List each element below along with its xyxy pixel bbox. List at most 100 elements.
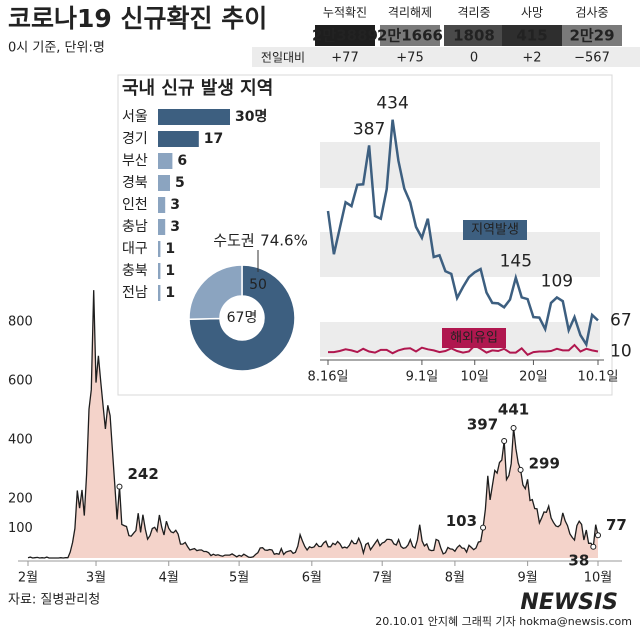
value-label: 17 — [204, 131, 223, 147]
x-tick-label: 8월 — [445, 571, 465, 586]
point-label: 242 — [127, 465, 158, 483]
subtitle: 0시 기준, 단위:명 — [8, 41, 105, 56]
point-label: 38 — [568, 551, 589, 569]
category-label: 인천 — [122, 197, 148, 213]
category-label: 서울 — [122, 109, 148, 125]
source: 자료: 질병관리청 — [8, 593, 100, 608]
stat-box — [502, 25, 562, 46]
inset-title: 국내 신규 발생 지역 — [122, 78, 273, 99]
center-label: 67명 — [227, 310, 258, 326]
category-label: 충남 — [122, 219, 148, 235]
x-tick-label: 4월 — [159, 571, 179, 586]
x-tick-label: 10월 — [584, 571, 613, 586]
line — [27, 290, 599, 559]
header: 코로나19 신규확진 추이 0시 기준, 단위:명 전일대비 누적확진 2만3889… — [8, 4, 640, 67]
legend-box — [463, 220, 527, 240]
point-marker — [480, 524, 487, 531]
stat-change: −567 — [574, 51, 610, 66]
stat-box — [562, 25, 622, 46]
x-tick-label: 20일 — [519, 370, 548, 385]
stat-header: 격리해제 — [388, 6, 432, 20]
stat-change: +75 — [396, 51, 423, 66]
value-label: 1 — [165, 263, 175, 279]
line — [328, 343, 599, 357]
credit: 20.10.01 안지혜 그래픽 기자 hokma@newsis.com — [375, 615, 632, 628]
x-tick-label: 2월 — [18, 571, 38, 586]
point-label: 10 — [610, 342, 632, 362]
x-tick-label: 6월 — [302, 571, 322, 586]
point-label: 109 — [541, 271, 573, 291]
bar — [158, 109, 230, 125]
donut-label: 수도권 — [213, 232, 254, 250]
point-marker — [501, 437, 508, 444]
bar — [158, 197, 166, 213]
bar — [158, 175, 170, 191]
y-tick-label: 600 — [8, 374, 33, 389]
point-marker — [517, 466, 524, 473]
bar — [158, 131, 199, 147]
bar — [158, 219, 166, 235]
category-label: 경기 — [122, 131, 148, 147]
donut-percent: 74.6% — [260, 232, 308, 250]
x-tick-label: 8.16일 — [308, 370, 349, 385]
y-tick-label: 400 — [8, 433, 33, 448]
category-label: 경북 — [122, 175, 148, 191]
y-tick-label: 800 — [8, 315, 33, 330]
watermark: NEWSIS — [520, 590, 618, 615]
point-marker — [116, 483, 123, 490]
x-tick-label: 9월 — [518, 571, 538, 586]
stat-value: 2만29 — [569, 27, 614, 45]
point-label: 103 — [446, 512, 477, 530]
stat-header: 누적확진 — [323, 6, 367, 20]
category-label: 부산 — [122, 153, 148, 169]
stat-change: 0 — [470, 51, 478, 66]
x-tick-label: 5월 — [229, 571, 249, 586]
stat-change: +77 — [331, 51, 358, 66]
area — [28, 290, 598, 558]
y-tick-label: 100 — [8, 521, 33, 536]
stat-header: 격리중 — [457, 6, 490, 20]
point-label: 145 — [500, 252, 532, 272]
point-marker — [595, 532, 601, 539]
donut-hole — [220, 296, 264, 340]
stat-header: 사망 — [521, 6, 543, 20]
value-label: 3 — [170, 219, 180, 235]
bar — [158, 153, 173, 169]
bar — [158, 263, 161, 279]
change-row-bg — [252, 47, 640, 67]
bar — [158, 241, 161, 257]
category-label: 대구 — [122, 241, 148, 257]
stat-value: 2만3889 — [312, 27, 378, 45]
point-label: 441 — [498, 401, 529, 419]
stat-value: 2만1666 — [377, 27, 443, 45]
value-label: 1 — [165, 285, 175, 301]
point-marker — [590, 543, 597, 550]
value-label: 5 — [175, 175, 185, 191]
stat-change: +2 — [522, 51, 541, 66]
point-marker — [510, 425, 517, 432]
change-label: 전일대비 — [261, 51, 305, 65]
value-label: 30명 — [235, 108, 267, 125]
band — [320, 232, 600, 277]
stat-box — [315, 25, 375, 46]
stat-box — [444, 25, 504, 46]
value-label: 6 — [177, 153, 187, 169]
category-label: 전남 — [122, 285, 148, 301]
value-label: 3 — [170, 197, 180, 213]
slice-label: 50 — [249, 277, 267, 293]
x-tick-label: 10.1일 — [578, 370, 619, 385]
legend-label: 지역발생 — [471, 223, 519, 238]
point-label: 67 — [610, 310, 632, 330]
title: 코로나19 신규확진 추이 — [8, 4, 267, 33]
line — [326, 119, 599, 348]
legend-label: 해외유입 — [450, 331, 498, 346]
point-label: 434 — [376, 94, 408, 114]
stat-value: 415 — [516, 27, 547, 45]
category-label: 충북 — [122, 263, 148, 279]
point-label: 77 — [606, 516, 627, 534]
y-tick-label: 200 — [8, 492, 33, 507]
stat-header: 검사중 — [575, 6, 608, 20]
x-tick-label: 9.1일 — [406, 370, 439, 385]
main-chart: 100 200 400 600 800 2월 3월 4월 5월 6월 7월 8월 9월 10월 242 103… — [8, 290, 627, 586]
